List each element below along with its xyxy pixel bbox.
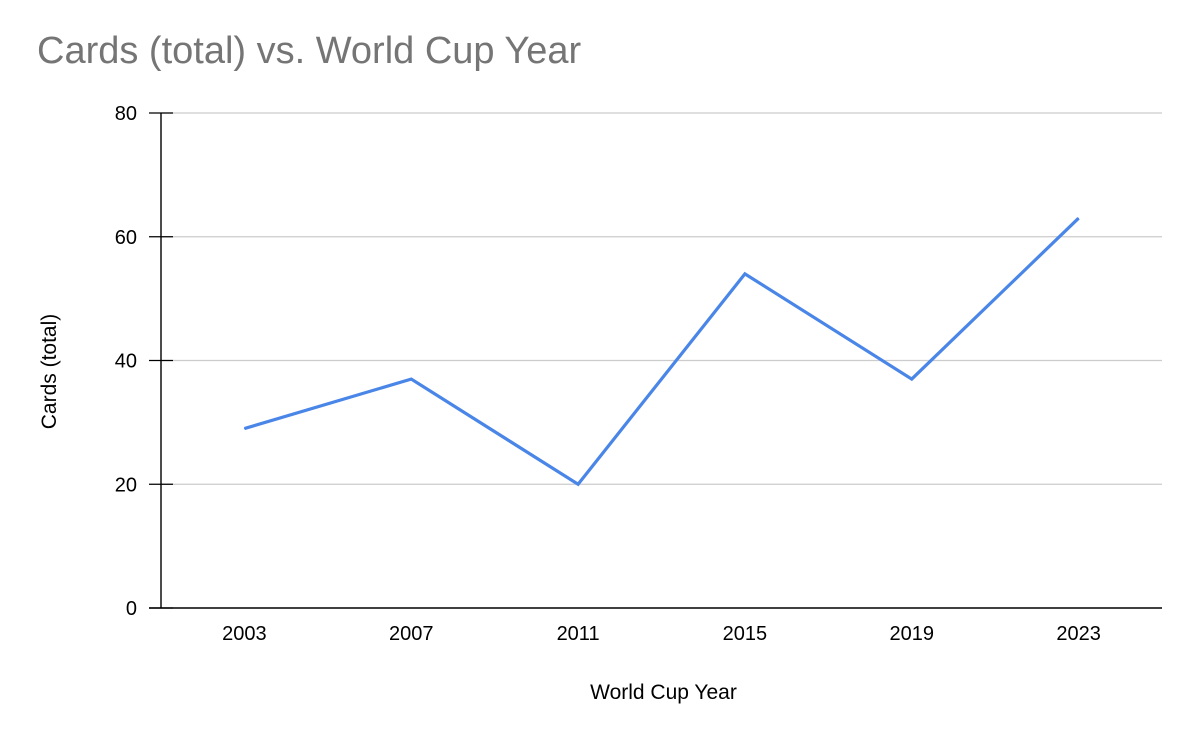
x-tick-label: 2003 (222, 623, 267, 645)
gridlines (161, 112, 1162, 485)
y-tick-label: 0 (126, 598, 137, 620)
data-point (243, 428, 245, 430)
data-point (577, 483, 579, 485)
data-point (744, 273, 746, 275)
chart-title: Cards (total) vs. World Cup Year (37, 30, 582, 72)
data-point (911, 378, 913, 380)
y-tick-label: 60 (115, 227, 137, 249)
series-line (243, 217, 1080, 487)
x-tick-label: 2023 (1056, 623, 1101, 645)
y-tick-label: 80 (115, 103, 137, 125)
y-axis-title: Cards (total) (38, 314, 61, 430)
data-point (410, 378, 412, 380)
x-axis-ticks: 2003 2007 2011 2015 2019 2023 (222, 623, 1101, 645)
x-axis-title: World Cup Year (590, 681, 737, 704)
x-tick-label: 2011 (557, 623, 600, 645)
x-tick-label: 2019 (890, 623, 935, 645)
x-tick-label: 2015 (723, 623, 768, 645)
y-tick-label: 40 (115, 351, 137, 373)
y-axis-ticks: 0 20 40 60 80 (115, 103, 173, 620)
data-point (1078, 217, 1080, 219)
data-series (243, 217, 1080, 487)
x-tick-label: 2007 (389, 623, 434, 645)
y-tick-label: 20 (115, 474, 137, 496)
